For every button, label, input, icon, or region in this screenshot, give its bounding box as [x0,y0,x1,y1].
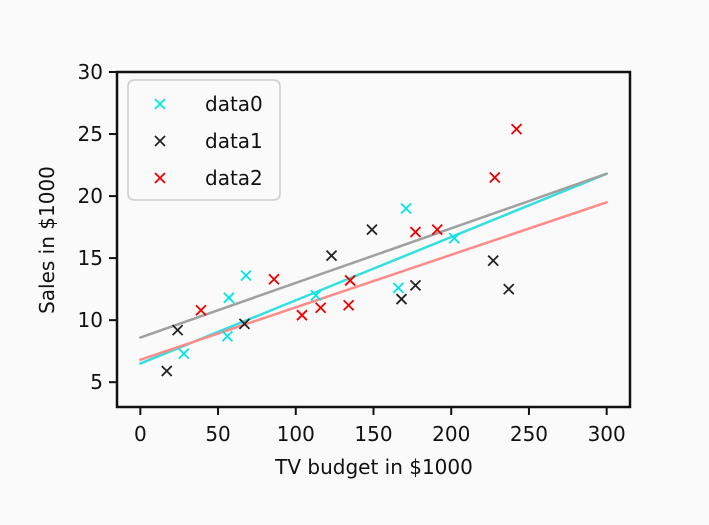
marker-stroke [392,282,405,294]
marker-stroke [154,135,166,147]
marker-stroke [171,324,184,336]
marker-stroke [342,299,355,311]
data-point [395,293,408,305]
legend-entry: data2 [205,166,263,190]
x-tick-label: 150 [354,422,392,446]
marker-stroke [409,279,422,292]
marker-stroke [510,123,523,135]
marker-stroke [503,283,515,295]
y-tick-label: 25 [78,122,103,146]
marker-stroke [489,171,501,184]
y-axis-label: Sales in $1000 [35,166,59,314]
legend: data0 data1 data2 [127,79,281,201]
marker-stroke [315,302,327,314]
data-markers [161,123,523,377]
x-tick-label: 300 [588,422,626,446]
marker-stroke [161,365,173,377]
marker-stroke [409,226,422,238]
legend-entry: data0 [205,92,263,116]
marker-stroke [195,304,207,316]
data-point [344,274,356,287]
marker-stroke [310,289,322,301]
legend-marker [154,135,166,147]
marker-stroke [178,348,190,360]
data-point [240,269,252,282]
data-point [409,226,422,238]
x-axis-ticks: 0 50 100 150 200 250 300 [134,407,626,446]
x-tick-label: 0 [134,422,147,446]
data-point [310,289,322,301]
legend-entry: data1 [205,129,263,153]
x-tick-label: 250 [510,422,548,446]
data-point [489,171,501,184]
data-point [221,330,234,342]
marker-stroke [221,330,234,342]
data-point [342,299,355,311]
marker-stroke [344,274,356,287]
marker-stroke [240,269,252,282]
data-point [178,348,190,360]
y-tick-label: 5 [90,370,103,394]
data-point [268,273,280,285]
data-point [366,223,378,236]
marker-stroke [296,309,308,321]
marker-stroke [325,249,338,262]
data-point [195,304,207,316]
y-tick-label: 30 [78,60,103,84]
y-tick-label: 10 [78,308,103,332]
marker-stroke [223,292,235,304]
x-axis-label: TV budget in $1000 [274,455,473,479]
y-tick-label: 20 [78,184,103,208]
marker-stroke [366,223,378,236]
fit-line [139,201,608,362]
marker-stroke [448,232,460,244]
data-point [238,318,251,330]
marker-stroke [154,172,166,184]
data-point [315,302,327,314]
fit-lines [139,172,608,365]
x-tick-label: 200 [432,422,470,446]
marker-stroke [268,273,280,285]
x-tick-label: 50 [205,422,230,446]
data-point [325,249,338,262]
fit-line [139,172,608,365]
data-point [503,283,515,295]
fit-line [139,172,608,339]
data-point [161,365,173,377]
marker-stroke [395,293,408,305]
legend-box [127,79,281,201]
data-point [448,232,460,244]
marker-stroke [487,254,499,267]
y-tick-label: 15 [78,246,103,270]
data-point [510,123,523,135]
marker-stroke [431,223,443,236]
data-point [392,282,405,294]
data-point [171,324,184,336]
data-point [223,292,235,304]
legend-marker [154,98,166,110]
data-point [409,279,422,292]
data-point [400,202,412,215]
y-axis-ticks: 5 10 15 20 25 30 [78,60,117,394]
data-point [431,223,443,236]
x-tick-label: 100 [277,422,315,446]
data-point [487,254,499,267]
marker-stroke [400,202,412,215]
legend-marker [154,172,166,184]
marker-stroke [154,98,166,110]
marker-stroke [238,318,251,330]
data-point [296,309,308,321]
